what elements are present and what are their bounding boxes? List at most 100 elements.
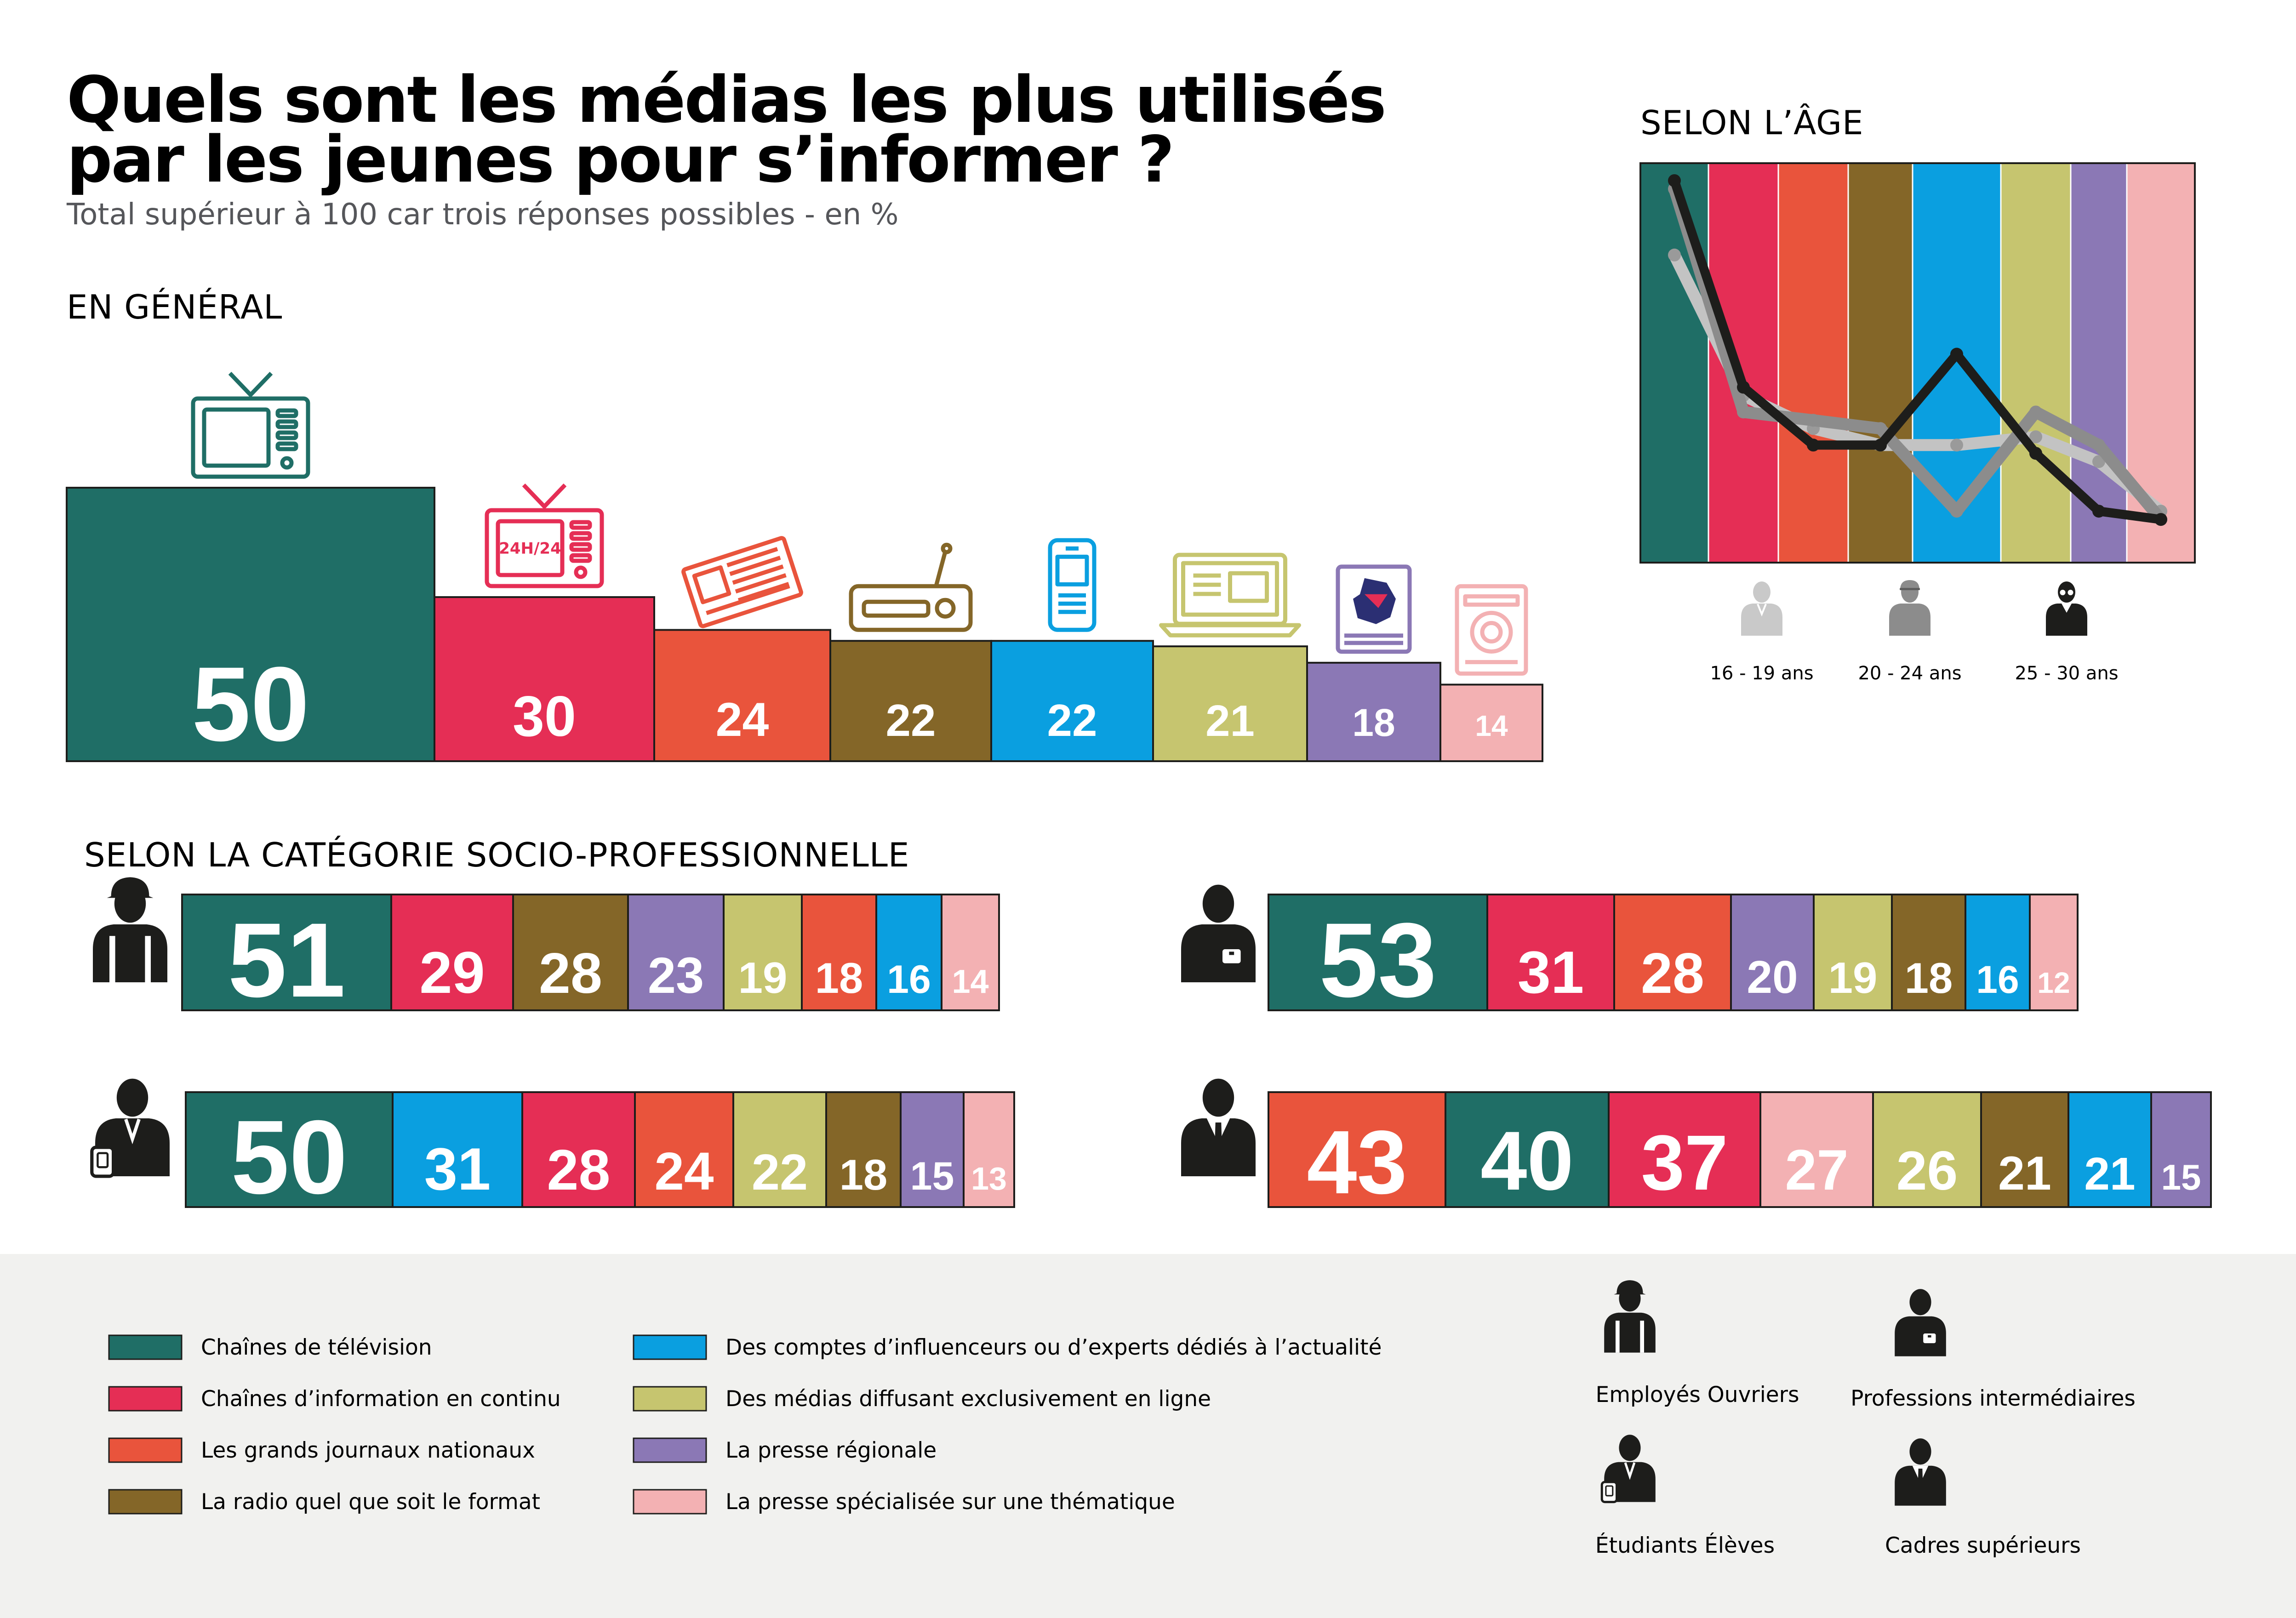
csp-bar-value: 27 xyxy=(1785,1139,1849,1202)
csp-bar xyxy=(2029,894,2079,1011)
csp-bar-value: 18 xyxy=(815,954,863,1002)
age-column xyxy=(2000,162,2072,564)
age-line-chart xyxy=(1639,162,2196,564)
csp-group-icon-tie xyxy=(1214,1122,1222,1170)
tv-24h-icon-frame xyxy=(485,508,604,588)
csp-bar-value: 20 xyxy=(1747,951,1798,1003)
general-bar xyxy=(434,596,655,762)
newspaper-icon-sheet xyxy=(681,536,803,628)
csp-group-icon xyxy=(93,877,167,982)
person-legend-label: Employés Ouvriers xyxy=(1596,1382,1799,1407)
csp-bar xyxy=(1891,894,1966,1011)
general-bar xyxy=(990,640,1154,762)
age-person-icon-body xyxy=(1741,604,1782,636)
csp-bar-value: 15 xyxy=(2161,1157,2201,1197)
csp-group-icon-phone-screen xyxy=(97,1152,109,1168)
tv-24h-icon-dial xyxy=(574,565,588,579)
radio-icon-body xyxy=(849,584,973,632)
csp-bar xyxy=(1980,1091,2069,1208)
general-bar xyxy=(1439,684,1543,763)
csp-bar-value: 37 xyxy=(1641,1119,1728,1207)
tv-24h-icon-knob xyxy=(569,531,592,541)
general-bar-value: 14 xyxy=(1475,709,1508,742)
age-series-point xyxy=(2092,505,2105,518)
age-series-point xyxy=(1668,248,1681,262)
legend-swatch xyxy=(633,1489,707,1515)
laptop-icon xyxy=(1159,553,1301,638)
person-legend-icon xyxy=(1604,1280,1656,1353)
section-title-csp: SELON LA CATÉGORIE SOCIO-PROFESSIONNELLE xyxy=(84,836,909,874)
age-legend: 16 - 19 ans 20 - 24 ans 25 - 30 ans xyxy=(1710,580,2119,684)
age-series-label: 25 - 30 ans xyxy=(2015,663,2118,684)
tv-24h-icon-knob xyxy=(569,542,592,552)
legend-label: Les grands journaux nationaux xyxy=(201,1438,535,1463)
age-series-line xyxy=(1668,182,2167,526)
csp-bar-value: 26 xyxy=(1896,1140,1958,1202)
csp-bar xyxy=(801,894,877,1011)
chart-title-line1: Quels sont les médias les plus utilisés xyxy=(67,63,1385,137)
age-column xyxy=(2070,162,2128,564)
smartphone-icon-body xyxy=(1048,538,1097,632)
chart-title-line2: par les jeunes pour s’informer ? xyxy=(67,122,1173,197)
csp-bar xyxy=(627,894,725,1011)
csp-bar-value: 14 xyxy=(952,963,988,1000)
csp-bar xyxy=(941,894,1000,1011)
age-series-point xyxy=(1950,348,1963,361)
age-person-icon-head xyxy=(2058,581,2075,603)
legend-label: Des comptes d’influenceurs ou d’experts … xyxy=(725,1335,1382,1360)
age-series-point xyxy=(1874,439,1887,452)
legend-label: La presse spécialisée sur une thématique xyxy=(725,1489,1175,1515)
age-column xyxy=(1912,162,2002,564)
tv-24h-icon: 24H/24 xyxy=(485,483,604,588)
age-person-icon xyxy=(1889,580,1930,636)
age-series-label: 20 - 24 ans xyxy=(1858,663,1961,684)
general-media-icons: 24H/24 xyxy=(191,371,1528,676)
csp-bar-charts: 51 29 28 23 19 18 16 14 53 31 28 20 19 18 16 12 50 31 28 24… xyxy=(90,877,2212,1216)
csp-group-icon-head xyxy=(1202,1078,1234,1117)
age-series-point xyxy=(1737,381,1750,394)
age-series-point xyxy=(2029,430,2042,444)
legend-swatch xyxy=(108,1386,183,1412)
legend-swatch xyxy=(108,1437,183,1463)
section-title-age: SELON L’ÂGE xyxy=(1640,103,1863,142)
csp-bar xyxy=(1486,894,1615,1011)
general-bar xyxy=(1152,645,1308,762)
age-person-icon xyxy=(2046,581,2087,636)
general-bar-value: 21 xyxy=(1205,696,1255,746)
age-series-point xyxy=(1950,505,1963,518)
person-legend-icon-vest-right xyxy=(1640,1321,1644,1353)
csp-bar xyxy=(732,1091,827,1208)
age-person-icon-body xyxy=(2046,604,2087,636)
age-person-icon-cap-brim xyxy=(1900,588,1920,590)
csp-bar-value: 31 xyxy=(1518,939,1584,1006)
age-person-icon-collar xyxy=(1757,604,1767,617)
person-legend-icon-phone-screen xyxy=(1605,1485,1614,1497)
general-bar-value: 30 xyxy=(513,685,576,748)
tv-24h-icon-knob xyxy=(569,520,592,530)
person-legend-icon-badge xyxy=(1923,1333,1936,1344)
csp-bar-value: 51 xyxy=(228,901,346,1019)
general-bar xyxy=(1306,661,1441,763)
age-person-icon-head xyxy=(1753,581,1771,603)
general-bar xyxy=(829,640,992,762)
csp-bar xyxy=(1268,1091,1446,1208)
csp-group-icon-vest-left xyxy=(109,936,115,982)
person-legend-icon-body xyxy=(1895,1316,1946,1356)
person-legend-label: Étudiants Élèves xyxy=(1595,1533,1775,1558)
csp-bar-value: 28 xyxy=(539,942,602,1005)
age-series-point xyxy=(1874,422,1887,435)
person-legend-icon xyxy=(1600,1435,1656,1504)
csp-bar-value: 50 xyxy=(231,1099,348,1216)
csp-bar xyxy=(963,1091,1015,1208)
csp-bar xyxy=(900,1091,965,1208)
age-person-icon-body xyxy=(1889,604,1930,636)
csp-bar-value: 12 xyxy=(2037,966,2070,999)
tv-24h-icon-label: 24H/24 xyxy=(499,540,561,558)
general-bar xyxy=(653,629,831,763)
legend-swatch xyxy=(108,1334,183,1360)
person-legend-icon-badge-dot xyxy=(1928,1335,1931,1338)
csp-bar xyxy=(1445,1091,1610,1208)
csp-bar xyxy=(1608,1091,1761,1208)
csp-bar xyxy=(1730,894,1815,1011)
csp-group-icon-vest-right xyxy=(145,936,151,982)
